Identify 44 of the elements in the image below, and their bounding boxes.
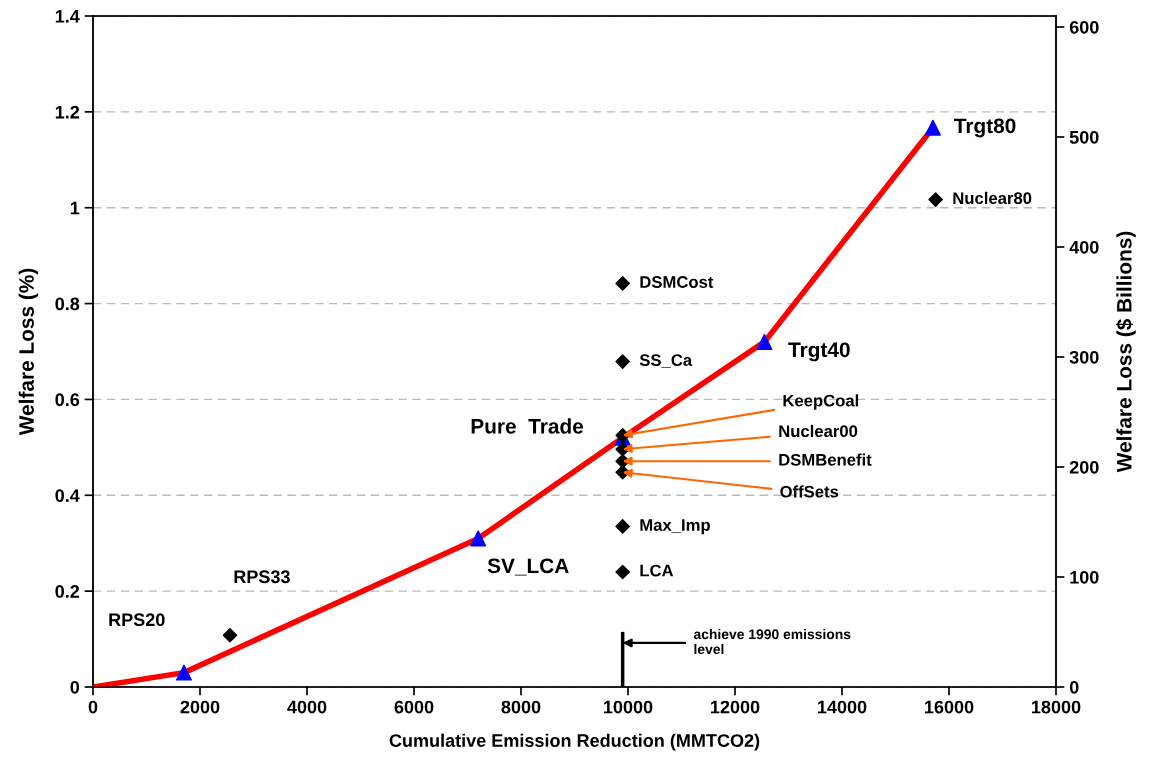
y-tick-label: 0.2 xyxy=(55,585,80,598)
annotation: Nuclear80 xyxy=(953,191,1032,205)
x-tick-label: 18000 xyxy=(1032,700,1081,714)
y2-tick-label: 0 xyxy=(1069,680,1079,694)
annotation: Max_Imp xyxy=(640,519,710,535)
annotation: KeepCoal xyxy=(783,394,859,410)
y-axis-title: Welfare Loss (%) xyxy=(18,268,39,436)
annotation: SS_Ca xyxy=(639,354,693,368)
y2-tick-label: 100 xyxy=(1070,570,1099,584)
x-tick-label: 4000 xyxy=(287,700,327,714)
y2-tick-label: 500 xyxy=(1069,130,1099,144)
annotation: DSMCost xyxy=(640,276,714,288)
y2-tick-label: 400 xyxy=(1069,240,1099,254)
annotation: RPS20 xyxy=(109,613,165,627)
annotation: Nuclear00 xyxy=(779,424,858,438)
y2-tick-label: 300 xyxy=(1069,350,1099,364)
x-tick-label: 14000 xyxy=(818,700,867,714)
annotation: Trgt40 xyxy=(788,342,850,362)
annotation: Trgt80 xyxy=(954,118,1016,138)
annotation: DSMBenefit xyxy=(779,453,872,466)
annotation: LCA xyxy=(640,564,674,577)
x-tick-label: 2000 xyxy=(180,700,220,714)
y-tick-label: 0.4 xyxy=(55,489,80,503)
x-tick-label: 8000 xyxy=(501,700,541,714)
annotation: Pure Trade xyxy=(471,418,584,434)
y-tick-label: 1 xyxy=(70,201,80,215)
y-tick-label: 1.2 xyxy=(55,105,80,119)
x-tick-label: 6000 xyxy=(394,700,434,714)
y2-axis-title: Welfare Loss ($ Billions) xyxy=(1115,231,1136,473)
x-tick-label: 12000 xyxy=(711,700,760,714)
x-tick-label: 0 xyxy=(88,700,98,714)
annotation: achieve 1990 emissions level xyxy=(693,628,851,655)
annotation: SV_LCA xyxy=(487,558,569,576)
y-tick-label: 0.8 xyxy=(55,297,80,311)
x-tick-label: 16000 xyxy=(925,700,974,714)
y2-tick-label: 600 xyxy=(1069,20,1099,34)
y-tick-label: 1.4 xyxy=(55,10,80,23)
x-axis-title: Cumulative Emission Reduction (MMTCO2) xyxy=(389,733,760,751)
y-tick-label: 0.6 xyxy=(55,393,80,407)
x-tick-label: 10000 xyxy=(604,700,653,714)
y2-tick-label: 200 xyxy=(1069,460,1099,474)
annotation: OffSets xyxy=(780,485,839,498)
y-tick-label: 0 xyxy=(70,680,80,694)
annotation: RPS33 xyxy=(234,570,290,584)
